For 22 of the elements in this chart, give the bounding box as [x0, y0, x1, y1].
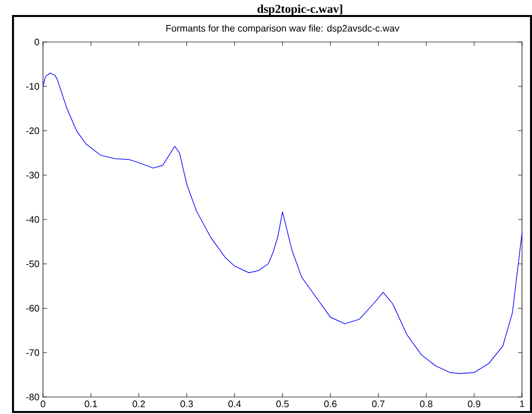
- y-tick-label: -10: [26, 83, 40, 90]
- y-tick-label: -30: [26, 172, 40, 178]
- x-tick-label: 0.3: [180, 400, 193, 408]
- y-tick-label: -20: [26, 127, 40, 134]
- y-tick-label: -50: [26, 260, 40, 268]
- x-tick-label: 0.2: [132, 400, 145, 408]
- x-tick-label: 0.6: [324, 400, 337, 408]
- y-tick-label: -70: [26, 349, 40, 356]
- x-tick-label: 0.5: [276, 400, 289, 408]
- y-tick-label: -60: [26, 304, 40, 312]
- y-tick-label: 0: [34, 38, 40, 46]
- x-tick-label: 0.8: [420, 400, 432, 408]
- y-tick-label: -40: [26, 216, 40, 223]
- x-tick-label: 1: [520, 400, 524, 408]
- y-tick-label: -80: [26, 394, 40, 400]
- x-tick-label: 0: [40, 400, 46, 408]
- x-tick-label: 0.4: [228, 400, 241, 408]
- text: dsp2topic-c.wav]: [257, 4, 342, 16]
- chart-title: Formants for the comparison wav file: dsp2avsdc-c.wav: [166, 24, 400, 34]
- x-tick-label: 0.9: [468, 400, 480, 408]
- x-tick-label: 0.1: [84, 400, 98, 408]
- x-tick-label: 0.7: [372, 400, 384, 408]
